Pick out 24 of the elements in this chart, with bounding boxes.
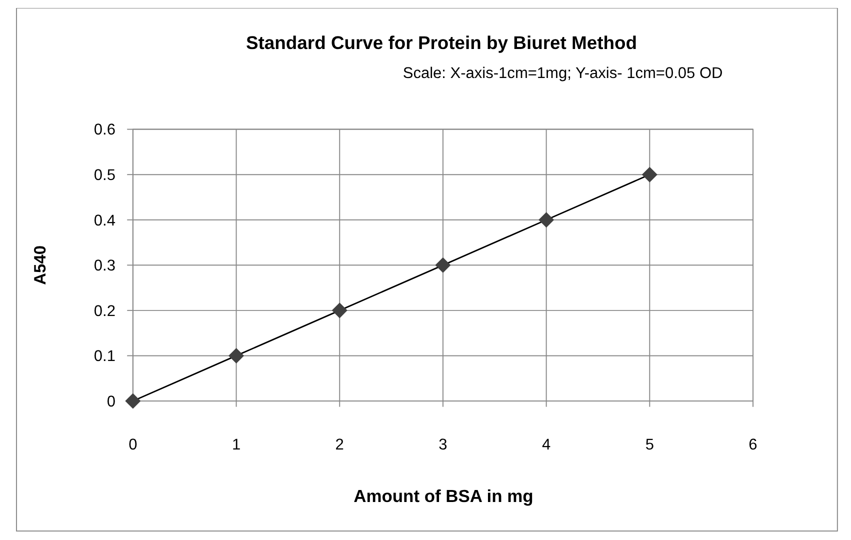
chart-title: Standard Curve for Protein by Biuret Method	[246, 32, 638, 53]
point	[538, 212, 554, 228]
point	[435, 257, 451, 273]
y-axis-title: A540	[32, 245, 50, 285]
y-tick-label: 0	[106, 393, 116, 410]
point	[642, 166, 658, 182]
point	[228, 348, 244, 364]
point	[125, 393, 141, 409]
x-tick-label: 4	[542, 436, 551, 454]
x-axis-title: Amount of BSA in mg	[354, 486, 534, 506]
y-tick-label: 0.6	[94, 122, 116, 139]
chart-subtitle: Scale: X-axis-1cm=1mg; Y-axis- 1cm=0.05 OD	[402, 64, 723, 82]
y-tick-label: 0.3	[94, 258, 116, 275]
y-tick-label: 0.2	[94, 302, 116, 320]
x-tick-label: 1	[232, 436, 241, 454]
y-tick-label: 0.1	[94, 348, 116, 366]
y-tick-label: 0.5	[94, 167, 116, 184]
x-tick-label: 6	[748, 436, 758, 454]
y-tick-label: 0.4	[94, 212, 116, 230]
x-tick-label: 5	[645, 436, 654, 454]
x-tick-label: 3	[438, 436, 448, 454]
point	[332, 302, 348, 318]
x-tick-label: 0	[128, 436, 138, 454]
x-tick-label: 2	[335, 436, 344, 454]
